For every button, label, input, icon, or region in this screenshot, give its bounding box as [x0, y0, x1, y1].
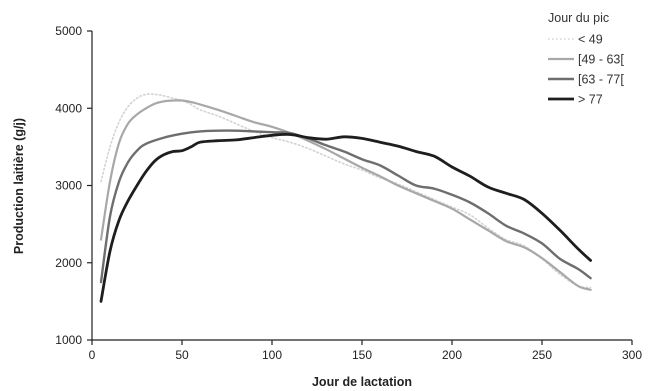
x-tick-label: 100	[262, 348, 282, 362]
x-tick-label: 300	[622, 348, 642, 362]
x-tick-label: 200	[442, 348, 462, 362]
x-tick-label: 50	[175, 348, 189, 362]
x-tick-label: 0	[89, 348, 96, 362]
series-line-3	[99, 129, 592, 284]
x-tick-label: 150	[352, 348, 372, 362]
legend-label-3: [63 - 77[	[578, 73, 624, 87]
y-tick-label: 4000	[55, 101, 82, 115]
y-axis-title: Production laitière (g/j)	[12, 118, 26, 254]
legend: Jour du pic < 49 [49 - 63[ [63 - 77[ > 77	[548, 11, 624, 107]
legend-label-4: > 77	[578, 93, 603, 107]
series-line-1	[100, 93, 592, 289]
y-tick-label: 5000	[55, 24, 82, 38]
series-layer	[99, 93, 592, 303]
legend-title: Jour du pic	[548, 11, 609, 25]
legend-label-1: < 49	[578, 33, 603, 47]
y-tick-label: 1000	[55, 333, 82, 347]
axes: 1000 2000 3000 4000 5000 0 50 100 150 200 250 300	[55, 24, 642, 362]
series-line-4	[99, 132, 592, 303]
legend-label-2: [49 - 63[	[578, 53, 624, 67]
x-axis-title: Jour de lactation	[312, 375, 412, 389]
y-tick-label: 3000	[55, 179, 82, 193]
y-tick-label: 2000	[55, 256, 82, 270]
x-tick-label: 250	[532, 348, 552, 362]
